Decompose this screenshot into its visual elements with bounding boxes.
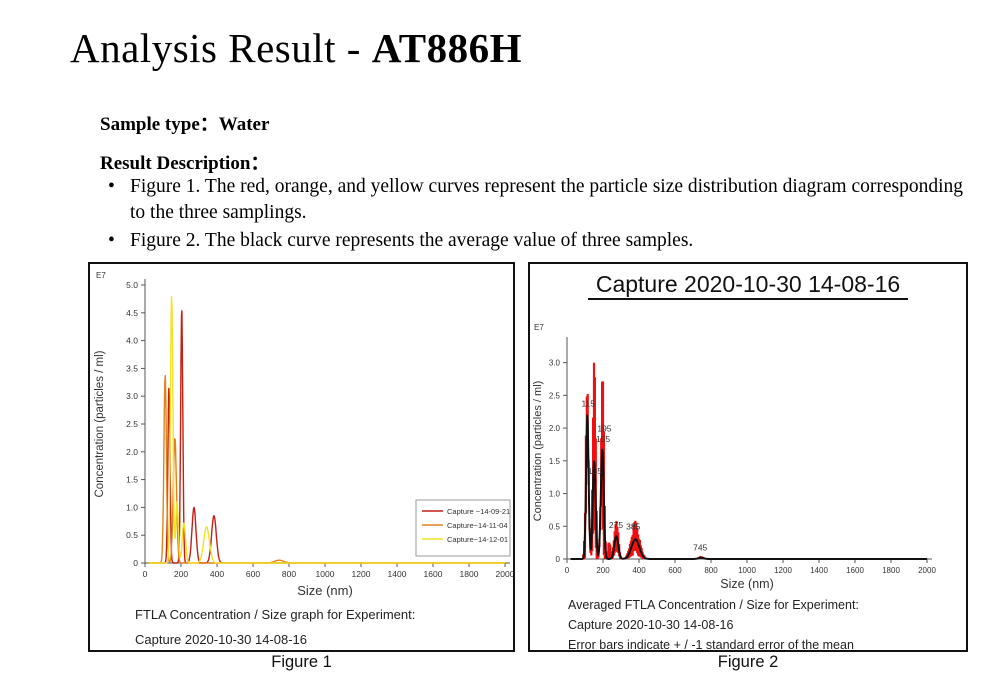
page-title: Analysis Result - AT886H: [70, 24, 522, 72]
y-tick-label: 0.5: [549, 522, 561, 531]
tick-labels: 0 0.5 1.0 1.5 2.0 2.5 3.0 0 200 400 600 800 1000 1200…: [549, 359, 937, 575]
x-tick-label: 1800: [460, 569, 479, 579]
x-tick-label: 1400: [810, 566, 828, 575]
y-scale-label: E7: [96, 271, 106, 280]
x-tick-label: 1600: [846, 566, 864, 575]
figure2-caption-line1: Averaged FTLA Concentration / Size for E…: [568, 598, 859, 612]
y-tick-label: 2.0: [126, 447, 138, 457]
figure1-caption-line2: Capture 2020-10-30 14-08-16: [135, 632, 308, 647]
legend-label: Capture~14-12-01: [447, 535, 508, 544]
figure2-title: Capture 2020-10-30 14-08-16: [587, 271, 909, 300]
figure2-caption-line3: Error bars indicate + / -1 standard erro…: [568, 638, 854, 652]
y-tick-label: 3.0: [549, 359, 561, 368]
y-scale-label: E7: [534, 323, 544, 332]
x-tick-label: 600: [668, 566, 682, 575]
page-title-prefix: Analysis Result -: [70, 25, 372, 71]
figure2-title-row: Capture 2020-10-30 14-08-16: [530, 271, 966, 300]
peak-label: 135: [588, 466, 602, 476]
y-tick-label: 4.0: [126, 336, 138, 346]
x-axis-label: Size (nm): [720, 577, 773, 591]
x-tick-label: 400: [632, 566, 646, 575]
x-tick-label: 1000: [738, 566, 756, 575]
y-tick-label: 2.5: [126, 419, 138, 429]
x-tick-label: 1800: [882, 566, 900, 575]
y-tick-label: 1.0: [549, 490, 561, 499]
y-tick-label: 0: [133, 558, 138, 568]
figure1-panel: 0 0.5 1.0 1.5 2.0 2.5 3.0 3.5 4.0 4.5 5.0 0 200 400 60…: [88, 262, 515, 652]
figure2-panel: 0 0.5 1.0 1.5 2.0 2.5 3.0 0 200 400 600 800 1000 1200…: [528, 262, 968, 652]
y-tick-label: 2.0: [549, 424, 561, 433]
y-tick-label: 0.5: [126, 530, 138, 540]
peak-label: 385: [626, 522, 640, 532]
x-tick-label: 1600: [424, 569, 443, 579]
x-axis-label: Size (nm): [297, 583, 353, 598]
figure2-chart: 0 0.5 1.0 1.5 2.0 2.5 3.0 0 200 400 600 800 1000 1200…: [532, 323, 937, 591]
y-tick-label: 1.0: [126, 502, 138, 512]
y-tick-label: 1.5: [549, 457, 561, 466]
x-tick-label: 600: [246, 569, 260, 579]
legend-label: Capture~14-11-04: [447, 521, 508, 530]
legend: Capture ~14-09-21 Capture~14-11-04 Capture…: [415, 499, 511, 557]
figure2-label: Figure 2: [717, 653, 779, 671]
peak-label: 745: [693, 542, 707, 552]
x-tick-label: 0: [565, 566, 570, 575]
x-tick-label: 1400: [388, 569, 407, 579]
x-tick-label: 200: [596, 566, 610, 575]
page-title-code: AT886H: [371, 25, 522, 71]
result-description-heading: Result Description：: [100, 153, 270, 174]
figure1-caption-line1: FTLA Concentration / Size graph for Expe…: [135, 607, 416, 622]
x-tick-label: 2000: [918, 566, 936, 575]
sample-type-value: Water: [218, 114, 270, 135]
sample-type-line: Sample type：Water: [100, 109, 269, 136]
x-tick-label: 1000: [316, 569, 335, 579]
y-tick-label: 3.5: [126, 363, 138, 373]
y-tick-label: 2.5: [549, 391, 561, 400]
curve-capture-14-12-01: [148, 296, 506, 564]
peak-label: 195: [597, 423, 611, 433]
y-tick-label: 5.0: [126, 280, 138, 290]
figure1-chart: 0 0.5 1.0 1.5 2.0 2.5 3.0 3.5 4.0 4.5 5.0 0 200 400 60…: [94, 271, 513, 598]
figure1-label: Figure 1: [271, 653, 332, 671]
y-tick-label: 3.0: [126, 391, 138, 401]
x-tick-label: 200: [174, 569, 188, 579]
peak-label: 155: [596, 434, 610, 444]
result-bullet-list: Figure 1. The red, orange, and yellow cu…: [100, 174, 968, 256]
y-axis-label: Concentration (particles / ml): [94, 350, 106, 497]
y-tick-label: 0: [556, 555, 561, 564]
tick-labels: 0 0.5 1.0 1.5 2.0 2.5 3.0 3.5 4.0 4.5 5.0 0 200 400 60…: [126, 280, 513, 579]
figure2-experiment-caption: Averaged FTLA Concentration / Size for E…: [568, 595, 859, 655]
x-tick-label: 400: [210, 569, 224, 579]
x-tick-label: 0: [143, 569, 148, 579]
y-tick-label: 4.5: [126, 308, 138, 318]
x-tick-label: 1200: [774, 566, 792, 575]
bullet-figure1-text: Figure 1. The red, orange, and yellow cu…: [130, 176, 963, 223]
x-tick-label: 800: [704, 566, 718, 575]
x-tick-label: 2000: [496, 569, 513, 579]
bullet-figure2-text: Figure 2. The black curve represents the…: [130, 230, 694, 251]
bullet-figure1: Figure 1. The red, orange, and yellow cu…: [100, 174, 968, 226]
figure2-caption-line2: Capture 2020-10-30 14-08-16: [568, 618, 734, 632]
x-tick-label: 1200: [352, 569, 371, 579]
bullet-figure2: Figure 2. The black curve represents the…: [100, 228, 968, 254]
y-axis-label: Concentration (particles / ml): [532, 381, 544, 522]
curve-average-of-three-samples: [570, 414, 928, 560]
peak-label: 115: [581, 398, 595, 408]
x-tick-label: 800: [282, 569, 296, 579]
y-tick-label: 1.5: [126, 475, 138, 485]
peak-label: 275: [609, 520, 623, 530]
figure1-experiment-caption: FTLA Concentration / Size graph for Expe…: [135, 602, 415, 652]
sample-type-label: Sample type：: [100, 114, 219, 135]
legend-label: Capture ~14-09-21: [447, 507, 510, 516]
